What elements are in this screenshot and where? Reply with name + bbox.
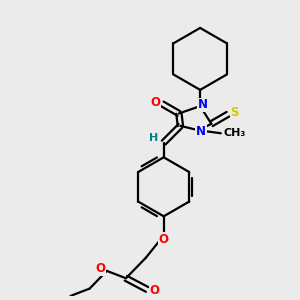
- Text: N: N: [197, 98, 208, 111]
- Text: N: N: [196, 125, 206, 138]
- Text: O: O: [150, 284, 160, 297]
- Text: S: S: [230, 106, 239, 119]
- Text: CH₃: CH₃: [223, 128, 245, 138]
- Text: O: O: [151, 96, 161, 109]
- Text: O: O: [95, 262, 105, 275]
- Text: H: H: [149, 133, 158, 143]
- Text: O: O: [159, 232, 169, 245]
